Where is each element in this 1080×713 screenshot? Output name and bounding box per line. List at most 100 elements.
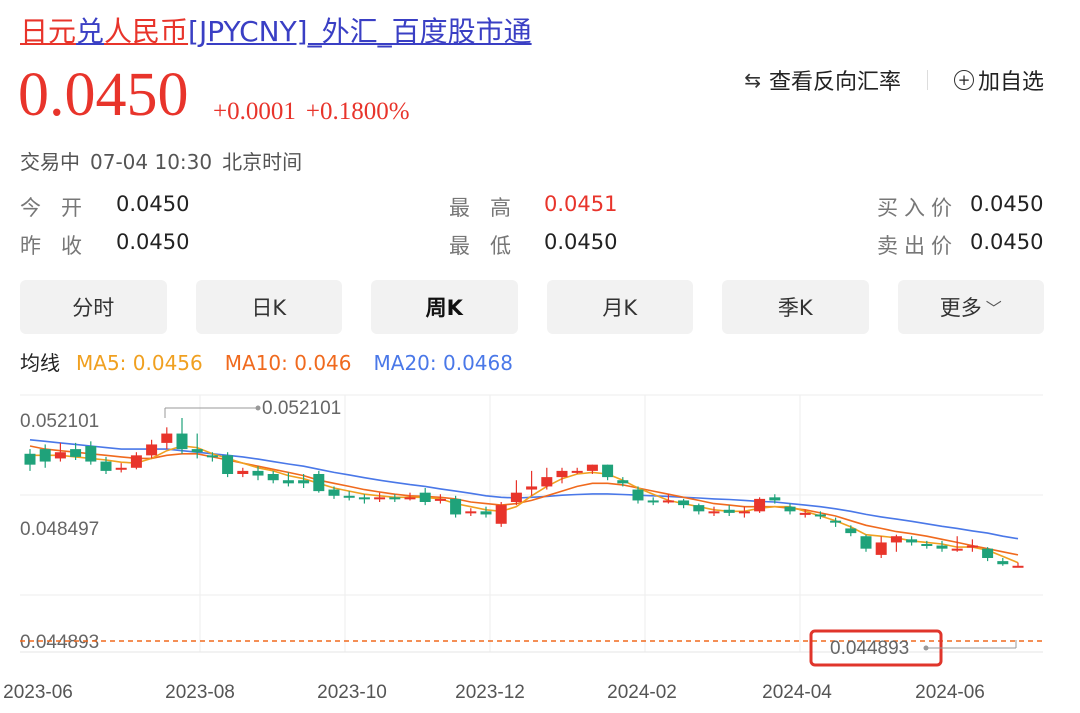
candle-body [906,539,918,543]
candle-body [343,495,355,498]
candle-body [799,512,811,515]
candle-body [100,461,112,471]
y-tick-label: 0.052101 [20,411,99,432]
status-time: 07-04 10:30 [90,150,213,174]
candle-body [404,497,416,500]
ma5-value: MA5: 0.0456 [76,351,203,375]
candle-body [571,470,583,473]
trade-status: 交易中 07-04 10:30 北京时间 [20,146,312,175]
candle-body [526,486,538,490]
max-dot [255,405,261,411]
kline-chart[interactable]: 0.052101 0.048497 0.044893 0.052101 0.044893… [0,390,1080,713]
candle-body [191,449,203,453]
candle-body [951,548,963,551]
tab-more[interactable]: 更多 ﹀ [897,280,1044,334]
candle-body [602,464,614,478]
candle-body [556,470,568,478]
price-change: +0.0001 +0.1800% [213,96,410,128]
candle-body [39,449,51,462]
candle-body [480,511,492,515]
candle-body [313,474,325,492]
candle-body [830,520,842,523]
candle-body [252,470,264,476]
header-actions: ⇆ 查看反向汇率 + 加自选 [744,64,1044,96]
x-tick-label: 2023-10 [317,682,387,703]
candle-body [389,497,401,500]
candle-body [222,455,234,474]
bid-value: 0.0450 [970,192,1044,216]
candle-body [495,505,507,524]
tab-monthly-k[interactable]: 月K [546,280,693,334]
y-tick-label: 0.048497 [20,519,99,540]
candle-body [176,433,188,450]
candle-body [541,477,553,487]
title-dui[interactable]: 兑 [76,15,105,48]
add-watchlist-button[interactable]: + 加自选 [953,64,1044,96]
candle-body [814,514,826,517]
candle-body [1012,565,1024,568]
candle-body [632,489,644,501]
candle-body [693,505,705,512]
title-cny[interactable]: 人民币 [104,15,189,48]
candle-body [738,511,750,514]
x-tick-label: 2023-08 [165,682,235,703]
candle-body [130,455,142,468]
candle-body [845,528,857,534]
tab-quarterly-k[interactable]: 季K [722,280,869,334]
close-label: 昨收 [20,234,102,258]
candle-body [769,497,781,501]
stats-row: 今开 0.0450 最高 0.0451 买入价 0.0450 [20,192,1044,230]
status-tz: 北京时间 [222,150,303,174]
candle-body [966,545,978,548]
open-value: 0.0450 [116,192,190,216]
candle-body [24,453,36,465]
current-price: 0.0450 [18,61,189,129]
candle-body [70,449,82,457]
status-text: 交易中 [20,150,80,174]
title-jpy[interactable]: 日元 [20,15,77,48]
candle-body [374,497,386,500]
candle-body [936,545,948,549]
bid-label: 买入价 [877,196,958,220]
candle-body [662,500,674,503]
candle-body [860,536,872,549]
tab-timeshare[interactable]: 分时 [20,280,167,334]
ask-label: 卖出价 [877,234,958,258]
ma5-line [30,445,1019,564]
high-label: 最高 [449,196,531,220]
candle-body [723,509,735,513]
swap-icon: ⇆ [744,68,761,92]
x-tick-label: 2023-12 [455,682,525,703]
reverse-rate-button[interactable]: ⇆ 查看反向汇率 [744,64,901,96]
candle-body [115,467,127,470]
candle-body [298,480,310,484]
candle-body [465,511,477,514]
candle-body [146,444,158,456]
plus-circle-icon: + [953,70,974,90]
candle-body [85,446,97,462]
max-label: 0.052101 [262,398,341,419]
ma20-value: MA20: 0.0468 [373,351,513,375]
low-label: 最低 [449,234,531,258]
ask-value: 0.0450 [970,230,1044,254]
tab-daily-k[interactable]: 日K [195,280,342,334]
candle-body [434,498,446,501]
candle-body [586,464,598,471]
ma10-value: MA10: 0.046 [224,351,352,375]
high-value: 0.0451 [544,192,618,216]
candle-body [997,561,1009,565]
candle-body [282,480,294,484]
x-tick-label: 2024-06 [915,682,985,703]
change-pct: +0.1800% [305,98,410,125]
title-suffix[interactable]: [JPYCNY]_外汇_百度股市通 [188,15,532,48]
add-watch-label: 加自选 [977,70,1044,95]
y-tick-label: 0.044893 [20,632,99,653]
candle-body [754,498,766,512]
candle-body [921,544,933,546]
page-title[interactable]: 日元兑人民币[JPYCNY]_外汇_百度股市通 [20,12,532,52]
candle-body [358,497,370,500]
change-abs: +0.0001 [213,98,296,125]
candle-body [161,433,173,443]
tab-weekly-k[interactable]: 周K [371,280,518,334]
candle-body [982,548,994,558]
